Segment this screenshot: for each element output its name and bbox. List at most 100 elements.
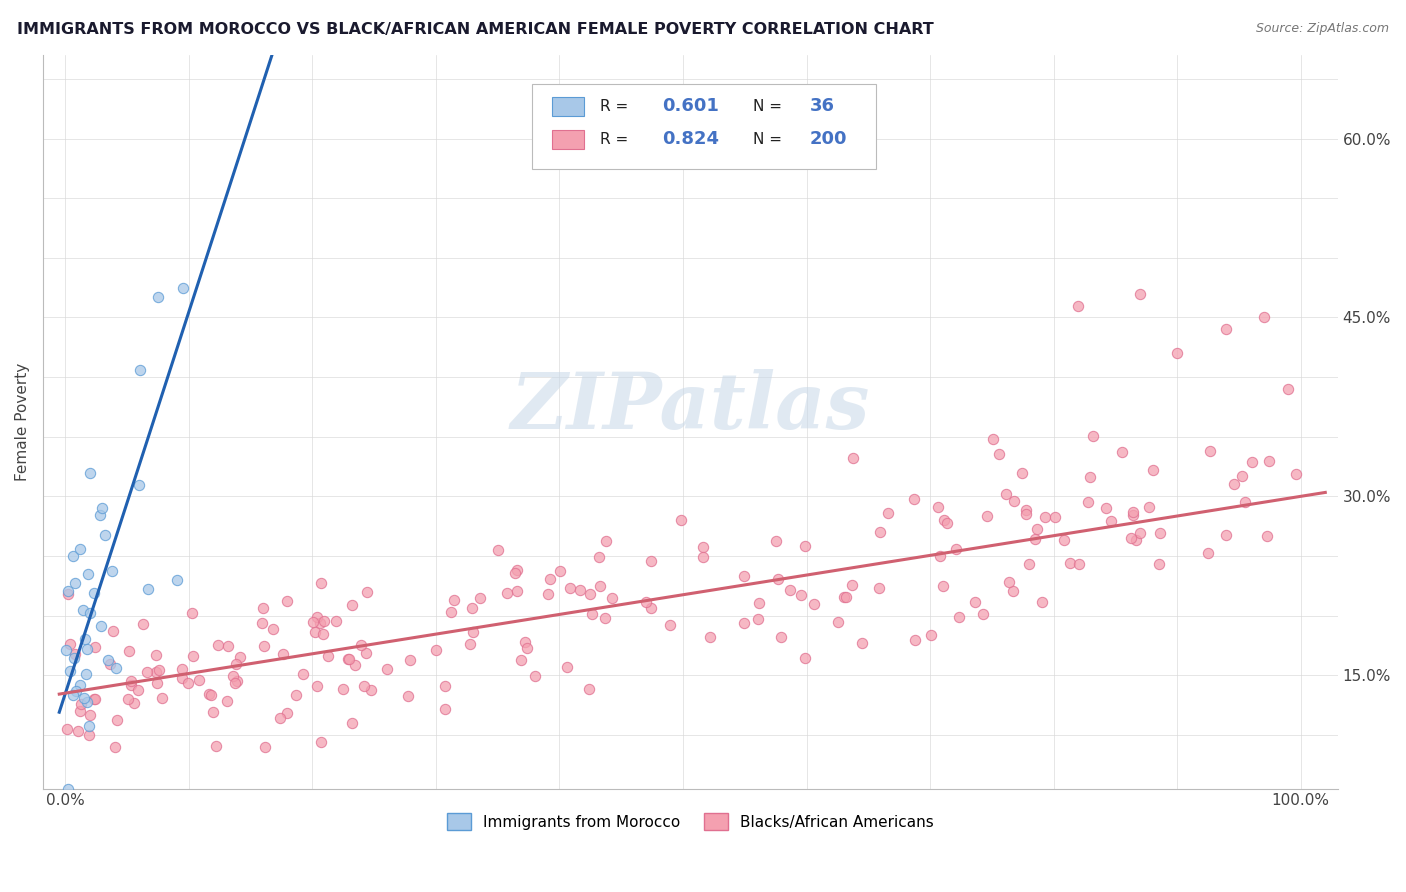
Point <box>1285 467 1308 481</box>
Point <box>468 591 491 605</box>
Point <box>136 582 159 597</box>
Point <box>1149 525 1171 540</box>
Point <box>671 513 693 527</box>
Point <box>595 533 617 548</box>
Point <box>62 651 84 665</box>
Point <box>929 549 952 563</box>
Point <box>1031 595 1053 609</box>
Point <box>305 610 328 624</box>
Point <box>188 673 211 687</box>
Point <box>555 659 578 673</box>
Point <box>734 568 756 582</box>
Point <box>506 563 529 577</box>
Point <box>318 649 340 664</box>
Point <box>1258 454 1281 468</box>
Point <box>948 610 970 624</box>
Point <box>1014 508 1036 522</box>
Point <box>1129 286 1152 301</box>
Point <box>398 653 420 667</box>
Point <box>794 539 817 553</box>
Point <box>337 652 360 666</box>
Point <box>217 694 239 708</box>
Point <box>56 799 79 814</box>
Point <box>250 616 273 631</box>
Text: R =: R = <box>600 99 633 114</box>
Point <box>276 594 298 608</box>
Point <box>73 632 96 646</box>
Point <box>510 653 533 667</box>
Point <box>425 643 447 657</box>
Point <box>920 627 942 641</box>
Point <box>63 576 86 591</box>
Point <box>461 601 484 615</box>
Point <box>97 653 120 667</box>
Point <box>69 678 91 692</box>
Point <box>932 579 955 593</box>
Point <box>55 643 77 657</box>
Point <box>1018 557 1040 571</box>
Point <box>987 447 1010 461</box>
Point <box>62 688 84 702</box>
Point <box>76 695 98 709</box>
Point <box>841 450 863 465</box>
Point <box>56 722 79 736</box>
Point <box>524 669 547 683</box>
Point <box>981 432 1004 446</box>
Point <box>170 672 193 686</box>
Point <box>1043 509 1066 524</box>
Text: 36: 36 <box>810 97 835 115</box>
Point <box>146 676 169 690</box>
Point <box>1147 558 1170 572</box>
Point <box>733 616 755 631</box>
Point <box>503 566 526 580</box>
Y-axis label: Female Poverty: Female Poverty <box>15 363 30 481</box>
Point <box>1277 382 1299 396</box>
Point <box>396 690 419 704</box>
Point <box>252 600 274 615</box>
Point <box>1024 532 1046 546</box>
Point <box>276 706 298 720</box>
Text: 200: 200 <box>810 130 846 148</box>
Point <box>104 739 127 754</box>
Point <box>309 615 332 630</box>
Point <box>350 639 373 653</box>
Point <box>505 584 527 599</box>
Point <box>945 541 967 556</box>
Point <box>434 702 457 716</box>
Point <box>1077 494 1099 508</box>
Point <box>89 508 111 522</box>
Point <box>1197 546 1219 560</box>
Point <box>593 611 616 625</box>
Point <box>486 543 509 558</box>
Point <box>636 595 658 609</box>
Point <box>101 564 124 578</box>
Point <box>747 612 769 626</box>
Point <box>877 507 900 521</box>
Point <box>1240 454 1263 468</box>
Point <box>560 582 582 596</box>
Point <box>1215 527 1237 541</box>
Point <box>104 660 127 674</box>
FancyBboxPatch shape <box>533 85 876 169</box>
Point <box>692 540 714 554</box>
Point <box>79 728 101 742</box>
Point <box>832 590 855 604</box>
Point <box>225 674 247 689</box>
Point <box>1129 525 1152 540</box>
Point <box>217 639 239 653</box>
Point <box>1234 495 1257 509</box>
Point <box>128 363 150 377</box>
Point <box>765 533 787 548</box>
Point <box>1001 584 1024 599</box>
Point <box>118 644 141 658</box>
Text: IMMIGRANTS FROM MOROCCO VS BLACK/AFRICAN AMERICAN FEMALE POVERTY CORRELATION CHA: IMMIGRANTS FROM MOROCCO VS BLACK/AFRICAN… <box>17 22 934 37</box>
Point <box>72 602 94 616</box>
Text: Source: ZipAtlas.com: Source: ZipAtlas.com <box>1256 22 1389 36</box>
Point <box>579 587 602 601</box>
Point <box>869 524 891 539</box>
Point <box>779 583 801 598</box>
Point <box>1111 445 1133 459</box>
Point <box>1137 500 1160 514</box>
Point <box>132 616 155 631</box>
Point <box>127 683 149 698</box>
